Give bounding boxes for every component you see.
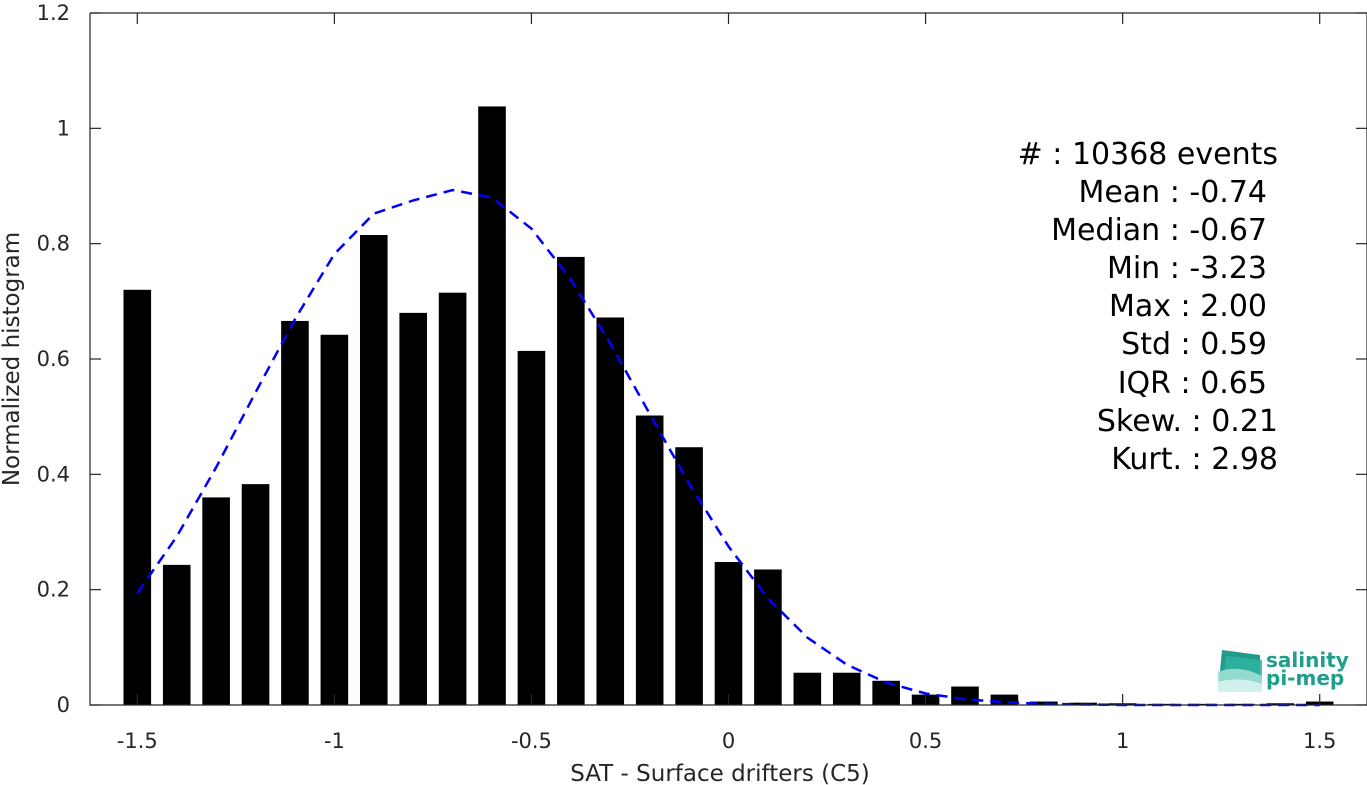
histogram-bar	[123, 289, 152, 705]
y-ticks-group: 0 0.2 0.4 0.6 0.8 1 1.2	[37, 1, 1367, 717]
stats-kurt: Kurt. : 2.98	[1111, 442, 1278, 477]
histogram-bar	[557, 256, 585, 705]
histogram-bar	[359, 235, 388, 705]
histogram-bar	[596, 317, 625, 705]
stats-iqr: IQR : 0.65	[1118, 366, 1267, 401]
histogram-bar	[872, 680, 900, 705]
histogram-bar	[951, 686, 979, 705]
x-tick-label: 0	[722, 729, 735, 753]
x-tick-label: 1.5	[1303, 729, 1336, 753]
y-tick-label: 0	[57, 693, 70, 717]
histogram-bar	[832, 672, 861, 705]
histogram-bar	[635, 415, 664, 705]
y-tick-label: 0.8	[37, 232, 70, 256]
x-tick-label: -1	[324, 729, 345, 753]
stats-std: Std : 0.59	[1121, 327, 1267, 362]
y-tick-label: 1.2	[37, 1, 70, 25]
histogram-bar	[241, 484, 270, 705]
histogram-bar	[754, 569, 782, 705]
histogram-bar	[438, 292, 467, 705]
histogram-bar	[714, 561, 743, 705]
wave-logo-icon	[1218, 650, 1262, 692]
bars-group	[123, 106, 1334, 706]
stats-mean: Mean : -0.74	[1078, 175, 1267, 210]
stats-max: Max : 2.00	[1109, 289, 1267, 324]
histogram-bar	[399, 312, 427, 705]
stats-box: # : 10368 events Mean : -0.74 Median : -…	[1018, 137, 1278, 477]
salinity-pi-mep-logo: salinity pi-mep	[1218, 648, 1349, 692]
histogram-bar	[675, 447, 703, 705]
x-tick-label: 1	[1116, 729, 1129, 753]
y-tick-label: 0.6	[37, 347, 70, 371]
x-tick-label: 0.5	[909, 729, 942, 753]
histogram-bar	[202, 497, 230, 705]
y-tick-label: 1	[57, 116, 70, 140]
stats-events: # : 10368 events	[1018, 137, 1278, 172]
stats-skew: Skew. : 0.21	[1097, 404, 1278, 439]
histogram-bar	[320, 334, 349, 705]
y-tick-label: 0.2	[37, 578, 70, 602]
y-axis-label: Normalized histogram	[0, 232, 25, 486]
histogram-bar	[793, 672, 822, 705]
histogram-bar	[990, 694, 1019, 705]
histogram-bar	[1030, 701, 1058, 705]
x-axis-label: SAT - Surface drifters (C5)	[570, 761, 870, 785]
x-tick-label: -1.5	[117, 729, 158, 753]
logo-text-pi-mep: pi-mep	[1266, 666, 1344, 690]
histogram-bar	[162, 564, 191, 705]
y-tick-label: 0.4	[37, 462, 70, 486]
histogram-bar	[517, 350, 546, 705]
x-tick-label: -0.5	[511, 729, 552, 753]
x-ticks-group: -1.5 -1 -0.5 0 0.5 1 1.5	[117, 13, 1336, 753]
stats-median: Median : -0.67	[1051, 213, 1267, 248]
histogram-bar	[281, 320, 309, 705]
logo-text-salinity: salinity	[1266, 648, 1349, 672]
stats-min: Min : -3.23	[1107, 251, 1267, 286]
